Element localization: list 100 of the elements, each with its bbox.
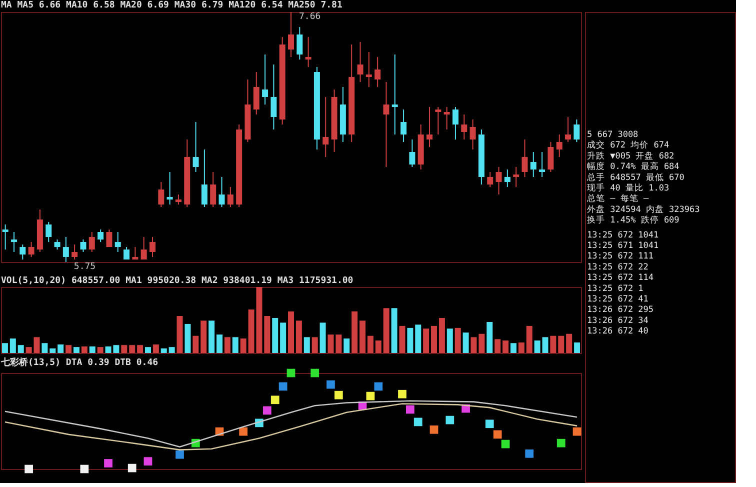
- point: [493, 430, 502, 439]
- bar: [208, 320, 215, 353]
- candlestick: [10, 232, 17, 252]
- candlestick: [322, 96, 329, 158]
- candlestick: [574, 119, 580, 142]
- candlestick: [470, 119, 476, 150]
- chart-title: VOL(5,10,20) 648557.00 MA1 995020.38 MA2 938401.19 MA3 1175931.00: [1, 276, 354, 286]
- bar: [510, 343, 516, 353]
- point: [104, 459, 112, 468]
- bar: [550, 336, 556, 353]
- candlestick: [28, 242, 34, 258]
- candlestick: [496, 166, 502, 195]
- bar: [66, 345, 72, 353]
- candlestick: [392, 54, 398, 135]
- text: 现手 40 量比 1.03: [587, 182, 670, 194]
- bar: [486, 322, 493, 353]
- bar: [415, 324, 422, 353]
- candlestick: [504, 169, 510, 188]
- candlestick: [54, 239, 60, 250]
- text: 13:25 672 41: [587, 294, 648, 304]
- bar: [558, 336, 564, 353]
- bar: [328, 334, 334, 353]
- bar: [34, 337, 40, 353]
- bar: [375, 340, 382, 353]
- candlestick: [565, 116, 572, 142]
- bar: [240, 338, 246, 353]
- text: 13:26 672 295: [587, 305, 654, 316]
- candlestick: [192, 122, 199, 172]
- candlestick: [201, 149, 208, 208]
- bar: [462, 332, 469, 353]
- candlestick: [357, 42, 364, 82]
- bar: [176, 316, 183, 353]
- point: [485, 420, 494, 428]
- text: 5 667 3008: [587, 130, 638, 140]
- candlestick: [114, 232, 121, 252]
- bar: [144, 347, 151, 353]
- candlestick: [166, 172, 173, 205]
- candlestick: [270, 64, 277, 130]
- bar: [184, 324, 191, 353]
- bar: [502, 340, 509, 353]
- point: [286, 368, 296, 378]
- candlestick: [548, 142, 554, 172]
- bar: [18, 345, 24, 353]
- candlestick: [426, 106, 433, 148]
- candlestick: [227, 186, 234, 208]
- candlestick: [296, 26, 303, 60]
- bar: [58, 344, 64, 353]
- candlestick: [210, 172, 216, 208]
- candlestick: [149, 236, 156, 258]
- candlestick: [374, 56, 381, 88]
- candlestick: [80, 239, 86, 252]
- bar: [383, 308, 390, 353]
- bar: [574, 342, 580, 353]
- candlestick: [88, 232, 95, 252]
- bar: [200, 320, 207, 353]
- candlestick: [305, 36, 312, 68]
- point: [270, 396, 280, 404]
- bar: [137, 345, 144, 353]
- bar: [518, 342, 524, 353]
- bar: [2, 343, 8, 353]
- point: [398, 390, 406, 398]
- bar: [446, 328, 453, 353]
- candlestick: [444, 106, 450, 130]
- point: [144, 457, 152, 466]
- candlestick: [487, 172, 494, 188]
- text: 升跌 ▼005 开盘 682: [587, 150, 674, 162]
- bar: [224, 337, 230, 353]
- bar: [478, 334, 485, 353]
- point: [414, 418, 422, 426]
- bar: [526, 326, 532, 353]
- point: [406, 405, 414, 414]
- bar: [280, 322, 286, 353]
- bar: [73, 347, 80, 353]
- bar: [81, 346, 88, 353]
- bar: [367, 336, 374, 353]
- candlestick: [158, 182, 164, 208]
- bar: [494, 339, 501, 353]
- candlestick: [435, 106, 442, 135]
- candlestick: [140, 236, 147, 260]
- candlestick: [530, 152, 536, 178]
- bar: [232, 337, 238, 353]
- candlestick: [452, 106, 458, 140]
- annotation: 7.66: [299, 12, 321, 22]
- point: [501, 440, 510, 448]
- point: [262, 406, 272, 415]
- candlestick: [383, 82, 390, 168]
- point: [176, 450, 184, 459]
- point: [374, 382, 383, 391]
- text: 13:25 672 1041: [587, 230, 659, 240]
- candlestick: [288, 12, 294, 58]
- candlestick: [124, 246, 130, 260]
- candlestick: [513, 166, 520, 188]
- chart-title: 七彩桥(13,5) DTA 0.39 DTB 0.46: [0, 356, 158, 368]
- bar: [216, 334, 222, 353]
- bar: [50, 348, 56, 353]
- bar: [360, 320, 366, 353]
- text: 13:25 672 111: [587, 252, 654, 262]
- candlestick: [556, 134, 562, 158]
- point: [326, 380, 335, 389]
- bar: [352, 311, 358, 353]
